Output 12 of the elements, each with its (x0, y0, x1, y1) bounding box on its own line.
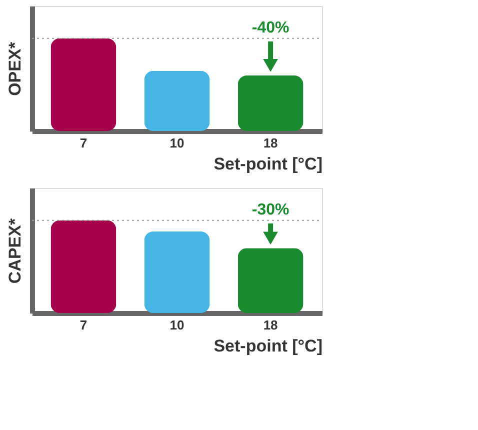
annotation: -30% (252, 201, 290, 218)
x-axis-title: Set-point [°C] (214, 336, 322, 356)
y-axis-title: OPEX* (6, 42, 24, 96)
y-axis-title: CAPEX* (6, 218, 24, 284)
x-tick-label: 7 (80, 136, 88, 150)
x-tick-label: 18 (263, 136, 278, 150)
x-tick-label: 10 (170, 136, 184, 150)
x-axis-title: Set-point [°C] (214, 154, 322, 174)
annotation: -40% (252, 19, 290, 36)
x-tick-label: 18 (263, 318, 278, 332)
x-tick-label: 10 (170, 318, 184, 332)
x-tick-label: 7 (80, 318, 88, 332)
